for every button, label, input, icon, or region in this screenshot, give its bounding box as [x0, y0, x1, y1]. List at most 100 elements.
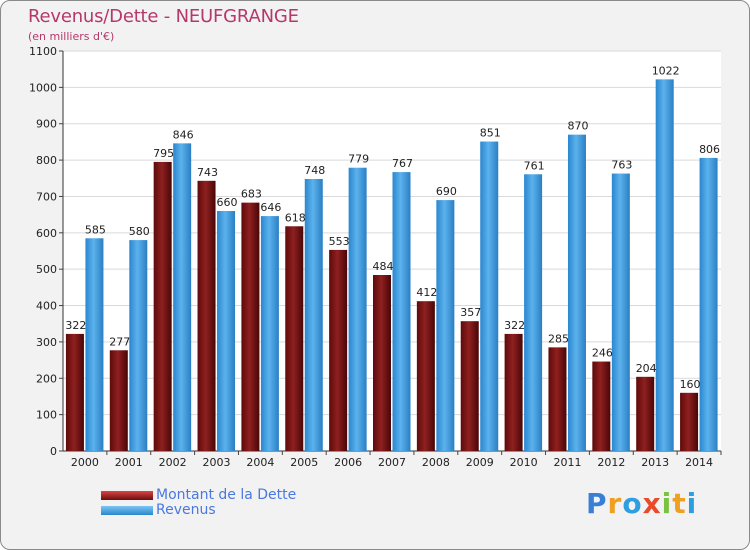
- logo-letter: t: [672, 487, 687, 520]
- x-tick-label-2013: 2013: [641, 456, 669, 469]
- bar-revenus-2008: [436, 200, 455, 451]
- data-label-revenus-2012: 763: [611, 159, 632, 172]
- data-label-dette-2001: 277: [109, 335, 130, 348]
- legend-item-revenus: Revenus: [101, 502, 216, 518]
- bar-revenus-2009: [480, 141, 499, 451]
- data-label-dette-2006: 553: [329, 235, 350, 248]
- x-tick-label-2002: 2002: [159, 456, 187, 469]
- x-tick-label-2007: 2007: [378, 456, 406, 469]
- bar-revenus-2010: [524, 174, 543, 452]
- bar-revenus-2006: [348, 167, 367, 451]
- bar-dette-2013: [636, 376, 655, 451]
- legend-label-revenus: Revenus: [156, 502, 216, 518]
- bar-dette-2012: [592, 361, 611, 451]
- y-tick-label: 1000: [29, 81, 57, 94]
- data-label-dette-2009: 357: [460, 306, 481, 319]
- data-label-dette-2007: 484: [373, 260, 394, 273]
- legend-swatch-dette: [101, 490, 153, 500]
- logo-letter: P: [586, 487, 608, 520]
- proxiti-logo: Proxiti: [586, 487, 697, 520]
- bar-dette-2004: [241, 202, 260, 451]
- x-tick-label-2009: 2009: [466, 456, 494, 469]
- bar-dette-2010: [504, 333, 523, 451]
- bar-revenus-2003: [217, 211, 236, 451]
- data-label-dette-2011: 285: [548, 332, 569, 345]
- x-tick-label-2010: 2010: [510, 456, 538, 469]
- y-tick-label: 1100: [29, 45, 57, 58]
- data-label-dette-2014: 160: [680, 378, 701, 391]
- data-label-revenus-2003: 660: [217, 196, 238, 209]
- bar-dette-2008: [416, 301, 435, 451]
- data-label-dette-2004: 683: [241, 188, 262, 201]
- y-tick-label: 200: [36, 372, 57, 385]
- x-tick-label-2004: 2004: [246, 456, 274, 469]
- logo-letter: x: [642, 487, 662, 520]
- plot-area: [63, 51, 721, 451]
- x-tick-label-2005: 2005: [290, 456, 318, 469]
- x-tick-label-2000: 2000: [71, 456, 99, 469]
- bar-dette-2007: [373, 275, 391, 451]
- bar-dette-2001: [109, 350, 128, 451]
- data-label-dette-2005: 618: [285, 211, 306, 224]
- bar-revenus-2012: [611, 173, 630, 451]
- data-label-revenus-2002: 846: [173, 128, 194, 141]
- bar-dette-2005: [285, 226, 304, 451]
- data-label-dette-2008: 412: [416, 286, 437, 299]
- data-label-revenus-2014: 806: [699, 143, 720, 156]
- data-label-revenus-2004: 646: [260, 201, 281, 214]
- logo-letter: r: [607, 487, 623, 520]
- y-tick-label: 400: [36, 300, 57, 313]
- logo-letter: o: [622, 487, 643, 520]
- data-label-revenus-2000: 585: [85, 223, 106, 236]
- data-label-dette-2013: 204: [636, 362, 657, 375]
- y-tick-label: 300: [36, 336, 57, 349]
- bar-dette-2014: [680, 392, 699, 451]
- bar-revenus-2011: [567, 134, 586, 452]
- chart-title: Revenus/Dette - NEUFGRANGE: [28, 6, 299, 27]
- bar-revenus-2007: [392, 172, 411, 451]
- bar-dette-2011: [548, 347, 567, 451]
- bar-dette-2009: [460, 321, 479, 451]
- logo-letter: i: [661, 487, 673, 520]
- x-tick-label-2011: 2011: [553, 456, 581, 469]
- x-tick-label-2012: 2012: [597, 456, 625, 469]
- data-label-dette-2000: 322: [65, 319, 86, 332]
- data-label-dette-2003: 743: [197, 166, 218, 179]
- y-tick-label: 700: [36, 190, 57, 203]
- bar-revenus-2000: [85, 238, 104, 451]
- y-tick-label: 900: [36, 118, 57, 131]
- y-tick-label: 100: [36, 409, 57, 422]
- x-tick-label-2008: 2008: [422, 456, 450, 469]
- bar-revenus-2001: [129, 240, 148, 451]
- data-label-revenus-2013: 1022: [652, 64, 680, 77]
- data-label-revenus-2006: 779: [348, 153, 369, 166]
- bar-dette-2002: [153, 161, 172, 451]
- data-label-revenus-2007: 767: [392, 157, 413, 170]
- y-tick-label: 600: [36, 227, 57, 240]
- data-label-revenus-2010: 761: [524, 159, 545, 172]
- x-tick-label-2014: 2014: [685, 456, 713, 469]
- logo-letter: i: [686, 487, 698, 520]
- x-tick-label-2001: 2001: [115, 456, 143, 469]
- bar-revenus-2002: [173, 143, 192, 451]
- data-label-revenus-2009: 851: [480, 127, 501, 140]
- legend-item-dette: Montant de la Dette: [101, 487, 296, 503]
- y-tick-label: 500: [36, 263, 57, 276]
- data-label-dette-2010: 322: [504, 319, 525, 332]
- data-label-revenus-2011: 870: [567, 120, 588, 133]
- x-tick-label-2003: 2003: [203, 456, 231, 469]
- legend-label-dette: Montant de la Dette: [156, 487, 297, 503]
- data-label-revenus-2008: 690: [436, 185, 457, 198]
- bar-revenus-2013: [655, 79, 674, 451]
- bar-revenus-2004: [260, 216, 279, 451]
- data-label-dette-2002: 795: [153, 147, 174, 160]
- bar-dette-2003: [197, 180, 216, 451]
- bar-dette-2000: [65, 333, 84, 451]
- data-label-dette-2012: 246: [592, 347, 613, 360]
- y-tick-label: 800: [36, 154, 57, 167]
- data-label-revenus-2005: 748: [304, 164, 325, 177]
- bar-revenus-2005: [304, 179, 323, 451]
- data-label-revenus-2001: 580: [129, 225, 150, 238]
- y-tick-label: 0: [50, 445, 57, 458]
